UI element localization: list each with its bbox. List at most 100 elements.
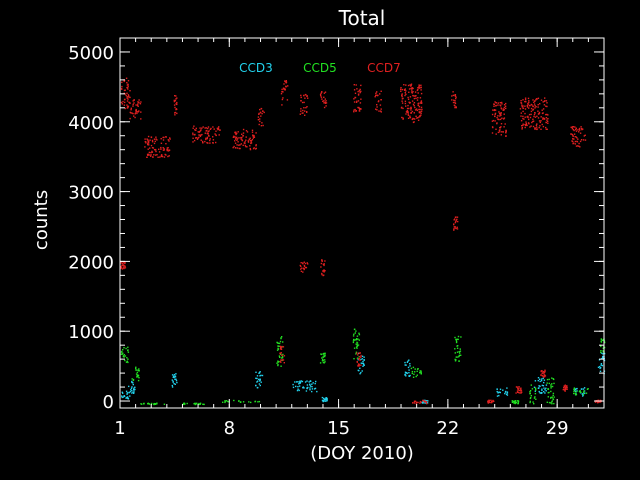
data-point: [532, 401, 534, 403]
data-point: [256, 375, 259, 377]
data-point: [361, 362, 363, 365]
data-point: [168, 140, 170, 142]
data-point: [530, 103, 533, 106]
data-point: [424, 402, 427, 404]
data-point: [546, 382, 548, 384]
data-point: [491, 401, 493, 403]
data-point: [355, 338, 358, 340]
data-point: [282, 353, 284, 356]
data-point: [545, 387, 547, 389]
data-point: [281, 359, 284, 361]
data-point: [515, 386, 518, 388]
data-point: [255, 371, 257, 373]
data-point: [144, 146, 146, 148]
data-point: [529, 397, 532, 400]
data-point: [511, 400, 513, 402]
data-point: [135, 366, 137, 368]
data-point: [195, 403, 197, 405]
data-point: [516, 390, 519, 392]
data-point: [517, 391, 519, 393]
data-point: [131, 392, 133, 394]
data-point: [150, 152, 152, 154]
data-point: [262, 124, 264, 127]
data-point: [541, 378, 543, 380]
data-point: [258, 378, 260, 381]
data-point: [322, 359, 324, 362]
data-point: [505, 129, 507, 132]
data-point: [503, 104, 506, 106]
data-point: [320, 96, 323, 98]
data-point: [237, 141, 239, 143]
data-point: [359, 367, 361, 369]
data-point: [406, 111, 408, 113]
data-point: [543, 379, 546, 381]
data-point: [321, 272, 323, 275]
data-point: [278, 342, 281, 345]
data-point: [454, 94, 457, 96]
data-point: [313, 388, 316, 390]
data-point: [303, 265, 306, 268]
data-point: [566, 388, 568, 390]
data-point: [202, 403, 204, 405]
data-point: [300, 380, 302, 382]
data-point: [163, 403, 166, 405]
data-point: [550, 387, 552, 389]
data-point: [409, 374, 411, 377]
data-point: [298, 382, 301, 384]
data-point: [530, 396, 532, 399]
data-point: [360, 108, 362, 110]
data-point: [232, 136, 235, 138]
data-point: [516, 400, 518, 402]
data-point: [521, 104, 523, 106]
data-point: [458, 354, 461, 357]
data-point: [292, 383, 294, 386]
data-point: [419, 111, 422, 113]
data-point: [408, 359, 410, 361]
data-point: [156, 402, 158, 404]
data-point: [282, 341, 284, 343]
data-point: [324, 361, 326, 363]
data-point: [133, 389, 135, 391]
data-point: [301, 267, 303, 269]
data-point: [545, 384, 548, 386]
data-point: [358, 106, 360, 109]
data-point: [516, 386, 518, 388]
data-point: [283, 83, 285, 85]
data-point: [458, 355, 460, 358]
data-point: [529, 401, 531, 404]
data-point: [601, 356, 604, 359]
data-point: [454, 226, 456, 228]
data-point: [573, 129, 575, 132]
data-point: [583, 135, 585, 137]
data-point: [412, 117, 414, 120]
data-point: [172, 381, 174, 383]
data-point: [259, 380, 261, 382]
data-point: [491, 132, 494, 134]
data-point: [236, 147, 239, 149]
data-point: [582, 391, 585, 393]
data-point: [532, 99, 534, 101]
data-point: [521, 128, 523, 130]
data-point: [165, 143, 167, 145]
data-point: [575, 136, 577, 138]
data-point: [542, 385, 545, 387]
data-point: [376, 109, 378, 111]
data-point: [405, 364, 407, 366]
data-point: [401, 88, 404, 91]
data-point: [602, 355, 604, 358]
data-point: [210, 127, 212, 130]
data-point: [405, 93, 407, 95]
data-point: [408, 88, 411, 90]
data-point: [404, 361, 406, 364]
data-point: [501, 101, 503, 104]
data-point: [296, 389, 299, 392]
data-point: [182, 403, 185, 406]
data-point: [323, 100, 325, 102]
data-point: [380, 99, 382, 101]
data-point: [416, 89, 419, 92]
x-tick-label: 1: [114, 418, 125, 439]
data-point: [526, 104, 529, 107]
data-point: [417, 92, 419, 94]
